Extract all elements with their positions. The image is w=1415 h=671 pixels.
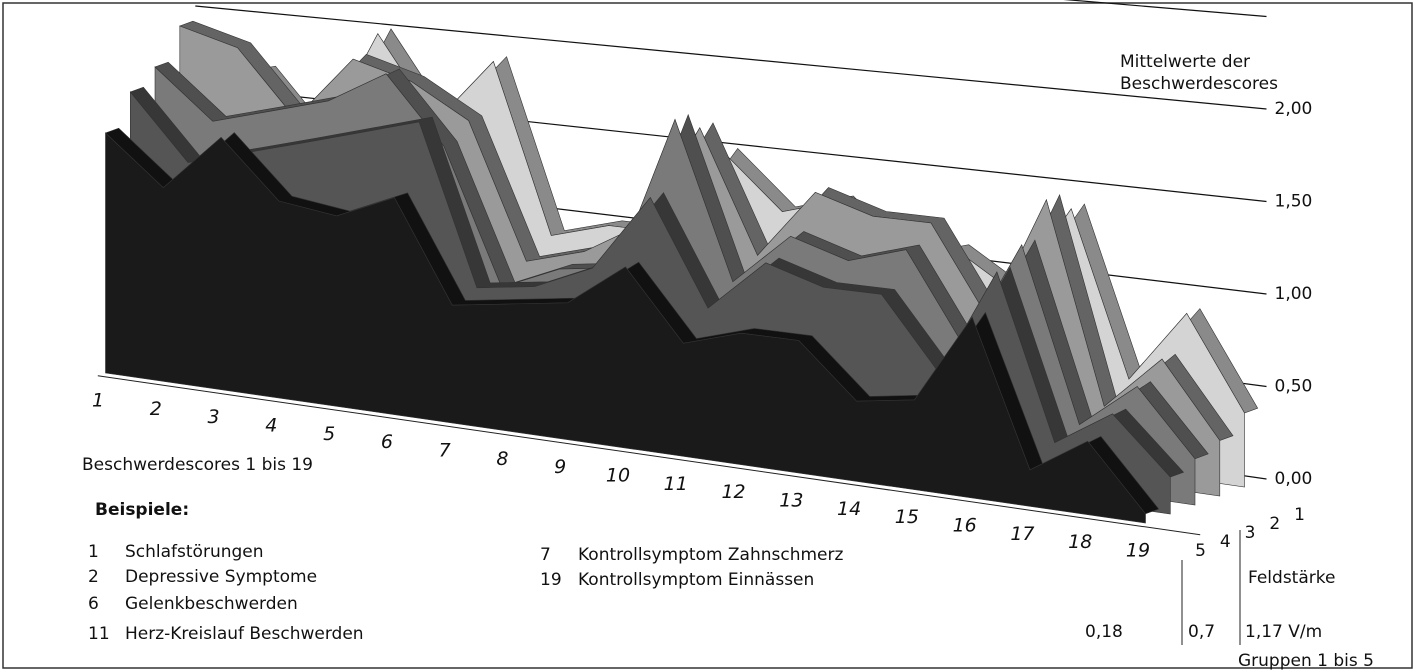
- x-tick-label: 2: [150, 398, 162, 420]
- x-axis-label: Beschwerdescores 1 bis 19: [82, 455, 313, 475]
- example-text: Herz-Kreislauf Beschwerden: [125, 624, 364, 644]
- example-text: Kontrollsymptom Einnässen: [578, 570, 814, 590]
- example-number: 7: [540, 545, 551, 565]
- plot: [104, 20, 1259, 524]
- example-number: 11: [88, 624, 110, 644]
- y-label-line: Beschwerdescores: [1120, 74, 1278, 94]
- examples-title: Beispiele:: [95, 500, 189, 520]
- x-tick-label: 9: [554, 456, 566, 478]
- x-tick-label: 11: [664, 473, 688, 495]
- x-tick-label: 8: [496, 448, 508, 470]
- x-tick-label: 17: [1010, 523, 1034, 545]
- group-tick-label: 3: [1245, 523, 1256, 543]
- x-tick-label: 19: [1126, 540, 1150, 562]
- x-tick-label: 6: [381, 431, 393, 453]
- group-tick-label: 2: [1269, 514, 1280, 534]
- x-tick-label: 12: [721, 481, 745, 503]
- x-tick-label: 3: [208, 406, 220, 428]
- example-text: Gelenkbeschwerden: [125, 594, 298, 614]
- y-tick-label: 0,00: [1275, 469, 1313, 489]
- field-value: 1,17 V/m: [1245, 622, 1322, 642]
- example-number: 1: [88, 542, 99, 562]
- axis-limit-line: [1063, 0, 1267, 18]
- example-number: 6: [88, 594, 99, 614]
- example-number: 19: [540, 570, 562, 590]
- y-tick-label: 2,00: [1275, 99, 1313, 119]
- x-tick-label: 7: [439, 440, 451, 462]
- example-text: Schlafstörungen: [125, 542, 264, 562]
- y-tick-label: 1,50: [1275, 192, 1313, 212]
- x-tick-label: 16: [953, 515, 977, 537]
- y-tick-label: 1,00: [1275, 284, 1313, 304]
- y-label-line: Mittelwerte der: [1120, 52, 1250, 72]
- x-tick-label: 10: [606, 465, 630, 487]
- example-text: Kontrollsymptom Zahnschmerz: [578, 545, 844, 565]
- grid-line: [195, 5, 1267, 110]
- group-tick-label: 5: [1195, 541, 1206, 561]
- x-tick-label: 5: [323, 423, 335, 445]
- x-tick-label: 1: [92, 390, 104, 412]
- floor-edge: [97, 375, 1201, 536]
- example-number: 2: [88, 567, 99, 587]
- field-value: 0,18: [1085, 622, 1123, 642]
- y-tick-label: 0,50: [1275, 377, 1313, 397]
- field-value: 0,7: [1188, 622, 1215, 642]
- x-tick-label: 14: [837, 498, 861, 520]
- ribbon-face: [105, 132, 1146, 524]
- x-tick-label: 18: [1068, 531, 1092, 553]
- group-axis-label: Feldstärke: [1248, 568, 1335, 588]
- x-tick-label: 15: [895, 506, 919, 528]
- x-tick-label: 13: [779, 490, 803, 512]
- group-label: Gruppen 1 bis 5: [1238, 651, 1374, 671]
- group-tick-label: 4: [1220, 532, 1231, 552]
- group-tick-label: 1: [1294, 505, 1305, 525]
- example-text: Depressive Symptome: [125, 567, 317, 587]
- x-tick-label: 4: [265, 415, 277, 437]
